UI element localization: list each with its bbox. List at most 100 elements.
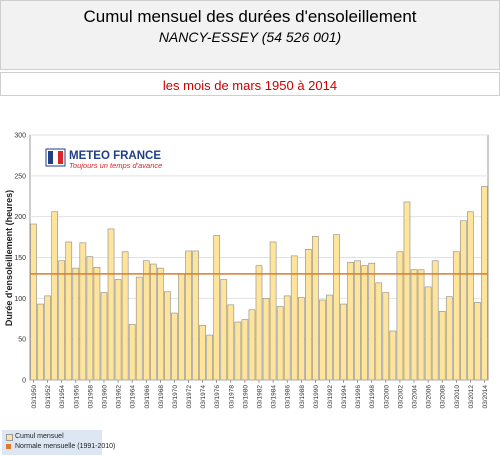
bar-03-1992	[326, 294, 333, 381]
x-tick-label: 03/1968	[158, 385, 165, 409]
x-tick-label: 03/1970	[172, 385, 179, 409]
legend-label: Cumul mensuel	[15, 433, 64, 440]
bar-03-2008	[438, 311, 446, 381]
bar-03-1985	[276, 306, 284, 381]
x-tick-label: 03/1992	[327, 385, 334, 409]
bar-03-1983	[262, 298, 270, 381]
bar-03-1981	[248, 309, 256, 381]
x-tick-label: 03/2006	[426, 385, 433, 409]
y-axis-ticks: 0 50 100 150 200 250 300	[14, 133, 26, 385]
bar-03-1979	[234, 321, 242, 381]
x-tick-label: 03/2012	[468, 385, 475, 409]
bar-03-1988	[297, 297, 305, 381]
bar-03-1991	[319, 299, 326, 381]
x-tick-label: 03/1964	[130, 385, 137, 409]
bar-03-2014	[481, 186, 488, 381]
chart-legend: Cumul mensuel Normale mensuelle (1991-20…	[2, 430, 115, 455]
legend-swatch-bar	[6, 434, 13, 441]
bar-03-1978	[227, 304, 235, 381]
x-tick-label: 03/1954	[59, 385, 66, 409]
bar-03-2002	[396, 251, 404, 381]
y-tick-label: 200	[14, 214, 26, 221]
bar-03-1965	[135, 276, 143, 381]
bar-03-2001	[389, 330, 397, 381]
bar-03-1951	[37, 303, 44, 381]
bar-03-2006	[424, 286, 432, 381]
bar-03-1973	[192, 250, 199, 381]
x-tick-label: 03/1972	[186, 385, 193, 409]
y-tick-label: 0	[22, 378, 26, 385]
bar-03-1953	[51, 211, 58, 381]
bar-03-1989	[304, 249, 312, 381]
logo-name: METEO FRANCE	[69, 150, 161, 162]
x-tick-label: 03/2010	[454, 385, 461, 409]
x-tick-label: 03/1984	[271, 385, 278, 409]
bar-03-2003	[403, 201, 411, 381]
bar-03-1999	[375, 282, 383, 381]
y-axis-label: Durée d'ensoleillement (heures)	[4, 190, 14, 326]
x-tick-label: 03/2004	[412, 385, 419, 409]
station-name: NANCY-ESSEY (54 526 001)	[158, 29, 342, 45]
bar-03-1997	[361, 265, 369, 381]
x-tick-label: 03/1956	[73, 385, 80, 409]
bar-03-1994	[340, 303, 347, 381]
x-tick-label: 03/1952	[45, 385, 52, 409]
bar-03-1971	[178, 273, 185, 381]
bar-03-2004	[410, 269, 418, 381]
bar-03-1955	[65, 241, 73, 381]
bar-03-1969	[164, 291, 171, 381]
bar-03-1958	[86, 256, 94, 381]
x-tick-label: 03/1994	[341, 385, 348, 409]
bar-03-1986	[283, 295, 291, 381]
x-tick-label: 03/1974	[200, 385, 207, 409]
bar-03-1956	[72, 267, 80, 381]
meteo-france-logo: METEO FRANCE Toujours un temps d'avance	[45, 148, 162, 170]
bar-03-1964	[128, 324, 136, 381]
x-tick-label: 03/1988	[299, 385, 306, 409]
bar-03-1984	[269, 241, 277, 381]
bar-03-1995	[347, 262, 354, 381]
bar-03-1968	[157, 267, 164, 381]
bar-03-2007	[431, 260, 439, 381]
bar-03-1976	[213, 235, 221, 381]
x-tick-label: 03/1960	[101, 385, 108, 409]
bar-03-1959	[93, 267, 101, 381]
y-tick-label: 250	[14, 173, 26, 180]
bar-03-1966	[142, 260, 150, 381]
bar-03-1982	[255, 265, 263, 381]
bar-03-1970	[171, 312, 178, 381]
bar-03-1996	[354, 260, 361, 381]
x-tick-label: 03/1958	[87, 385, 94, 409]
y-tick-label: 150	[14, 255, 26, 262]
bar-03-1972	[185, 250, 192, 381]
bar-03-1980	[241, 319, 249, 381]
bar-03-1974	[199, 324, 206, 381]
x-tick-label: 03/1986	[285, 385, 292, 409]
logo-tagline: Toujours un temps d'avance	[69, 161, 162, 170]
bar-03-2011	[460, 220, 467, 381]
x-tick-label: 03/1962	[116, 385, 123, 409]
bar-03-1960	[100, 292, 108, 381]
y-tick-label: 300	[14, 133, 26, 140]
bar-03-2012	[467, 211, 474, 381]
legend-label: Normale mensuelle (1991-2010)	[15, 443, 116, 450]
bar-03-2005	[417, 269, 425, 381]
x-tick-label: 03/2014	[482, 385, 489, 409]
bar-03-1977	[220, 279, 228, 381]
x-tick-label: 03/1976	[214, 385, 221, 409]
page-title: Cumul mensuel des durées d'ensoleillemen…	[83, 7, 417, 26]
x-tick-label: 03/1990	[313, 385, 320, 409]
bar-03-1990	[312, 235, 319, 381]
bar-03-2000	[382, 292, 390, 381]
x-tick-label: 03/1950	[31, 385, 38, 409]
x-tick-label: 03/1978	[228, 385, 235, 409]
bar-03-1998	[368, 262, 376, 381]
report-header: Cumul mensuel des durées d'ensoleillemen…	[0, 0, 500, 70]
sunshine-bar-chart: 0 50 100 150 200 250 300 03/1950 03/1952 03/1954…	[4, 133, 489, 409]
bar-03-1954	[58, 260, 66, 381]
bar-03-1993	[333, 234, 340, 381]
x-tick-label: 03/1980	[242, 385, 249, 409]
x-axis-ticks: 03/1950 03/1952 03/1954 03/1956 03/1958 03/19…	[31, 380, 489, 409]
bar-03-2009	[445, 296, 453, 381]
bar-03-1952	[44, 295, 51, 381]
